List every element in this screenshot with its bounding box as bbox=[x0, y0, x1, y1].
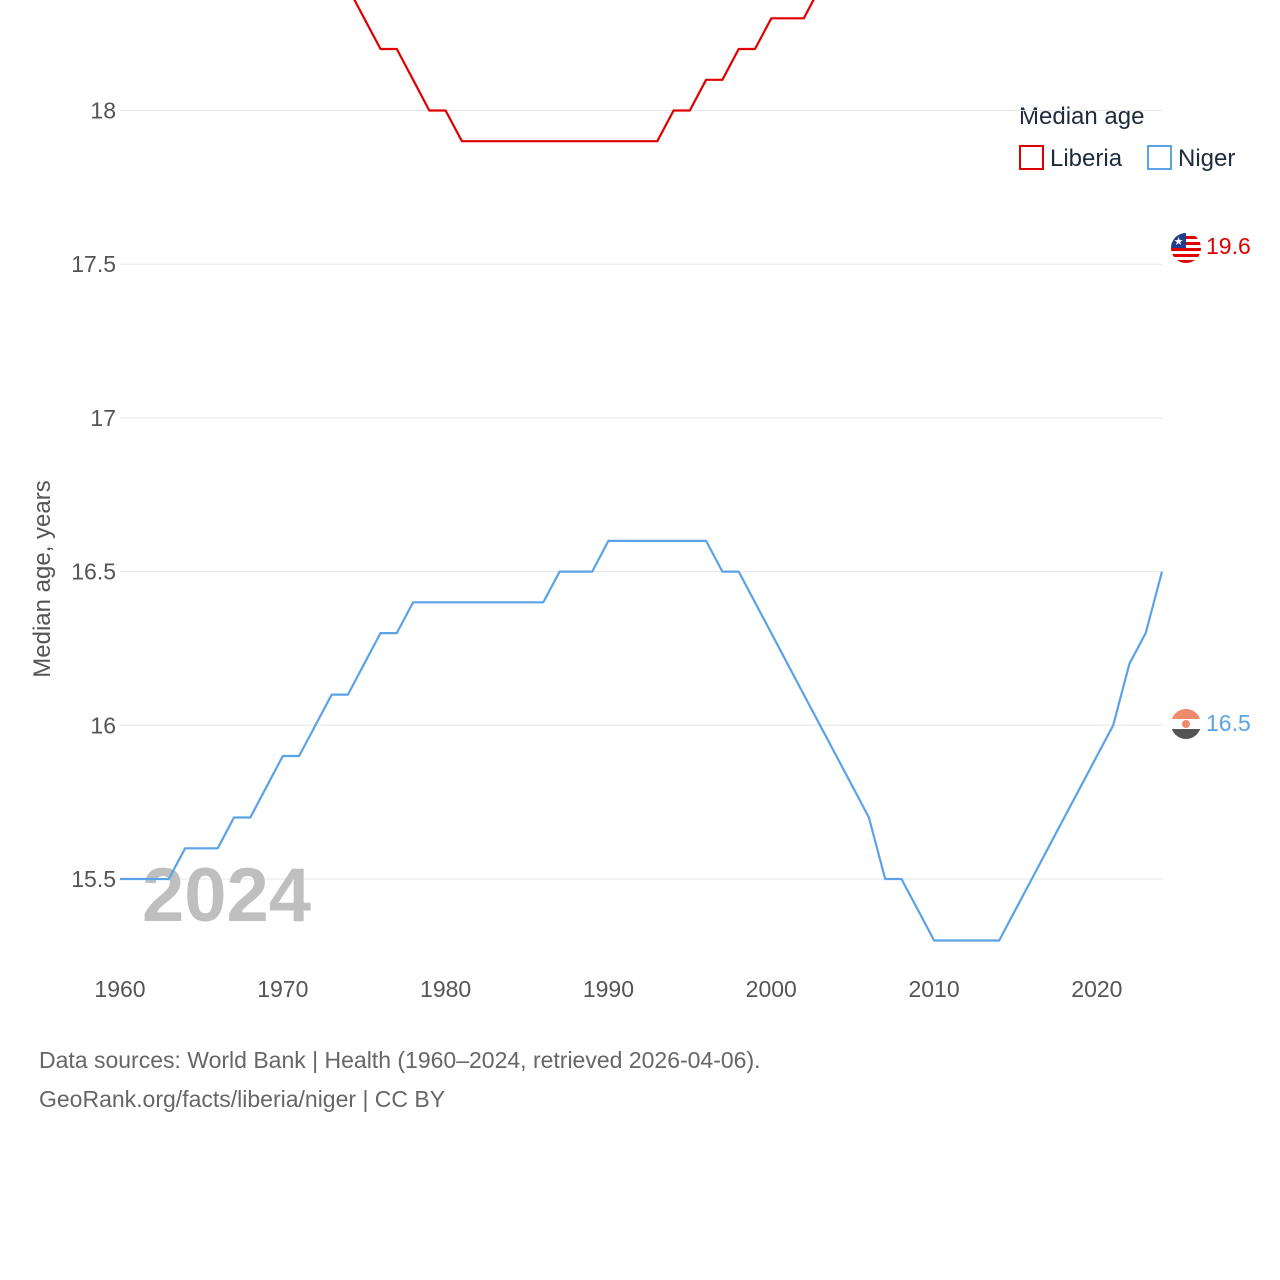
legend-label-liberia: Liberia bbox=[1050, 145, 1123, 172]
x-axis-ticks: 1960 1970 1980 1990 2000 2010 2020 bbox=[94, 976, 1122, 1002]
footer: Data sources: World Bank | Health (1960–… bbox=[39, 1041, 761, 1119]
y-tick-label: 16.5 bbox=[71, 559, 116, 585]
legend-swatch-niger bbox=[1147, 145, 1172, 170]
year-watermark: 2024 bbox=[142, 853, 311, 938]
footer-link[interactable]: GeoRank.org/facts/liberia/niger | CC BY bbox=[39, 1086, 446, 1112]
x-tick-label: 2010 bbox=[908, 976, 959, 1002]
legend-item-niger[interactable]: Niger bbox=[1147, 145, 1235, 172]
x-tick-label: 1990 bbox=[583, 976, 634, 1002]
series-lines bbox=[120, 0, 1164, 942]
x-tick-label: 2000 bbox=[746, 976, 797, 1002]
legend-item-liberia[interactable]: Liberia bbox=[1019, 145, 1123, 172]
y-tick-label: 18 bbox=[90, 98, 116, 124]
gridlines bbox=[120, 110, 1162, 880]
legend-title: Median age bbox=[1019, 103, 1144, 130]
y-tick-label: 15.5 bbox=[71, 866, 116, 892]
liberia-end-label: 19.6 bbox=[1206, 233, 1251, 259]
legend-swatch-liberia bbox=[1019, 145, 1044, 170]
y-axis-label: Median age, years bbox=[29, 480, 56, 677]
niger-end-label: 16.5 bbox=[1206, 710, 1251, 736]
svg-text:★: ★ bbox=[1174, 235, 1184, 248]
x-tick-label: 1960 bbox=[94, 976, 145, 1002]
legend-label-niger: Niger bbox=[1178, 145, 1235, 172]
x-tick-label: 2020 bbox=[1071, 976, 1122, 1002]
series-line-niger bbox=[120, 539, 1164, 942]
y-tick-label: 16 bbox=[90, 712, 116, 738]
y-tick-label: 17.5 bbox=[71, 251, 116, 277]
series-line-liberia bbox=[353, 0, 815, 143]
niger-flag-icon bbox=[1171, 709, 1201, 739]
x-tick-label: 1980 bbox=[420, 976, 471, 1002]
y-tick-label: 17 bbox=[90, 405, 116, 431]
x-tick-label: 1970 bbox=[257, 976, 308, 1002]
footer-sources: Data sources: World Bank | Health (1960–… bbox=[39, 1047, 761, 1073]
legend[interactable]: Median age Liberia Niger bbox=[1019, 103, 1235, 172]
liberia-flag-icon: ★ bbox=[1171, 233, 1201, 263]
